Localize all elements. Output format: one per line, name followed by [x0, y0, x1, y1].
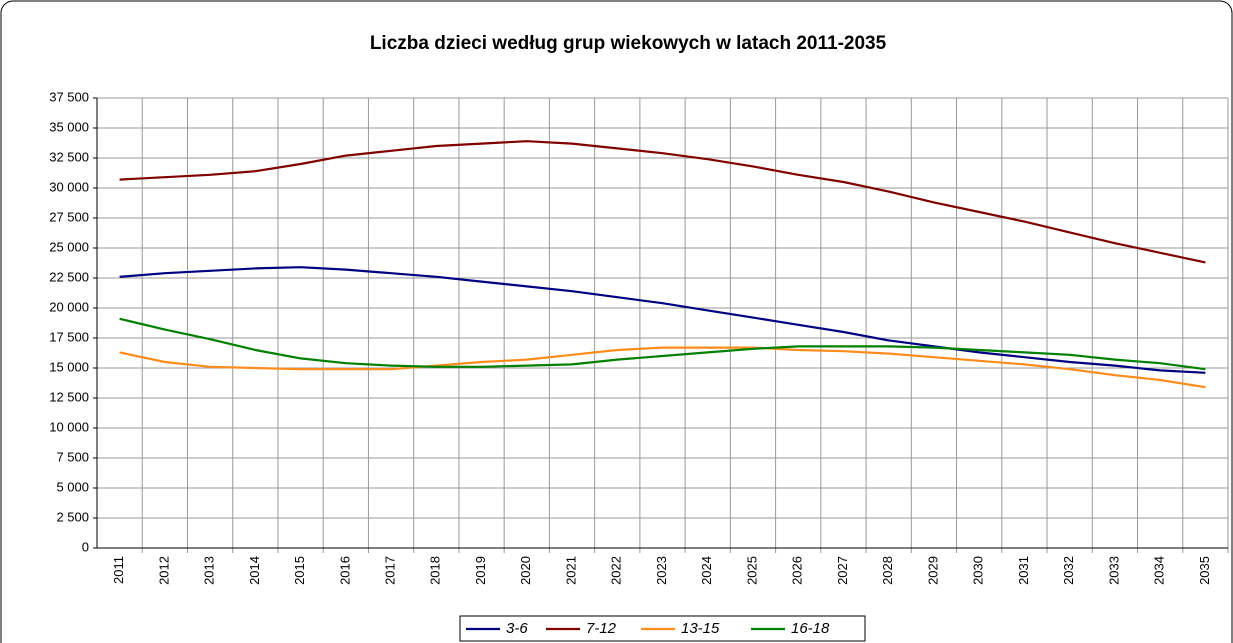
x-tick-label: 2013	[202, 556, 217, 585]
x-tick-label: 2014	[247, 556, 262, 585]
x-tick-label: 2019	[473, 556, 488, 585]
x-tick-label: 2017	[382, 556, 397, 585]
x-tick-label: 2022	[609, 556, 624, 585]
x-tick-label: 2015	[292, 556, 307, 585]
legend-label: 7-12	[586, 620, 617, 637]
x-tick-label: 2024	[699, 556, 714, 585]
y-tick-label: 25 000	[49, 239, 89, 254]
y-tick-label: 30 000	[49, 179, 89, 194]
y-tick-label: 17 500	[49, 329, 89, 344]
x-tick-label: 2012	[156, 556, 171, 585]
x-tick-label: 2025	[744, 556, 759, 585]
series-line	[119, 346, 1206, 389]
y-tick-label: 7 500	[56, 449, 89, 464]
x-tick-label: 2016	[337, 556, 352, 585]
x-tick-label: 2032	[1061, 556, 1076, 585]
y-tick-label: 37 500	[49, 89, 89, 104]
x-tick-label: 2029	[925, 556, 940, 585]
x-tick-label: 2028	[880, 556, 895, 585]
x-tick-label: 2023	[654, 556, 669, 585]
y-tick-label: 12 500	[49, 389, 89, 404]
series-line	[119, 266, 1206, 374]
y-tick-label: 22 500	[49, 269, 89, 284]
x-tick-label: 2034	[1152, 556, 1167, 585]
y-tick-label: 2 500	[56, 509, 89, 524]
y-tick-label: 5 000	[56, 479, 89, 494]
y-tick-label: 35 000	[49, 119, 89, 134]
y-tick-label: 20 000	[49, 299, 89, 314]
y-tick-label: 32 500	[49, 149, 89, 164]
x-tick-label: 2021	[563, 556, 578, 585]
x-tick-label: 2027	[835, 556, 850, 585]
y-tick-label: 27 500	[49, 209, 89, 224]
y-tick-label: 15 000	[49, 359, 89, 374]
legend-label: 3-6	[506, 620, 528, 637]
chart-title: Liczba dzieci według grup wiekowych w la…	[370, 33, 887, 54]
x-tick-label: 2026	[790, 556, 805, 585]
x-tick-label: 2033	[1106, 556, 1121, 585]
x-tick-label: 2018	[428, 556, 443, 585]
x-tick-label: 2030	[971, 556, 986, 585]
series-line	[119, 140, 1206, 264]
y-tick-label: 10 000	[49, 419, 89, 434]
y-tick-label: 0	[82, 539, 89, 554]
legend-label: 13-15	[681, 620, 720, 637]
x-tick-label: 2035	[1197, 556, 1212, 585]
x-tick-label: 2031	[1016, 556, 1031, 585]
x-tick-label: 2020	[518, 556, 533, 585]
legend-label: 16-18	[791, 620, 830, 637]
series-line	[119, 317, 1206, 371]
x-tick-label: 2011	[111, 556, 126, 584]
